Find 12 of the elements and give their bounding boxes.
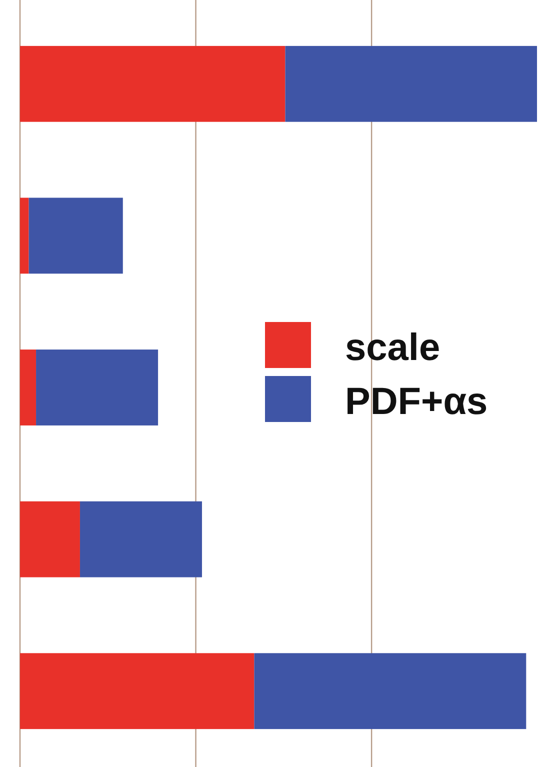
- bar: [20, 350, 36, 426]
- bar: [20, 501, 80, 578]
- bar: [254, 653, 526, 730]
- bar: [36, 350, 158, 426]
- bar: [20, 46, 286, 122]
- legend-label: PDF+αs: [345, 381, 488, 423]
- legend-label: scale: [345, 327, 440, 369]
- bar: [80, 501, 202, 578]
- bar: [28, 198, 123, 274]
- bar: [20, 198, 29, 274]
- bar: [285, 46, 537, 122]
- bar: [20, 653, 254, 730]
